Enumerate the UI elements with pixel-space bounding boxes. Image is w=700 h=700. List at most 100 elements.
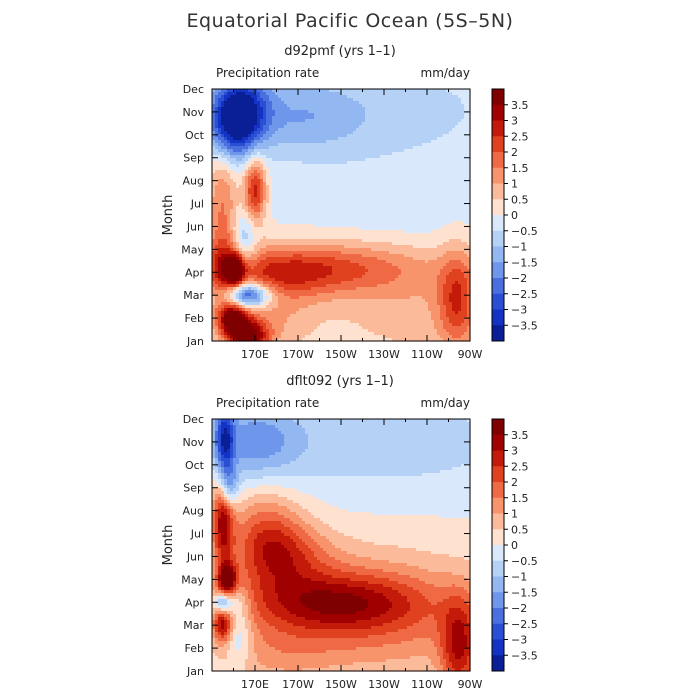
- heatmap-cell: [218, 92, 222, 96]
- heatmap-cell: [230, 176, 234, 180]
- heatmap-cell: [245, 254, 249, 258]
- heatmap-cell: [212, 305, 216, 309]
- heatmap-cell: [239, 275, 243, 279]
- heatmap-cell: [212, 101, 216, 105]
- heatmap-cell: [212, 155, 216, 159]
- heatmap-cell: [245, 149, 249, 153]
- heatmap-cell: [233, 281, 237, 285]
- heatmap-cell: [245, 113, 249, 117]
- heatmap-cell: [212, 308, 216, 312]
- heatmap-cell: [242, 287, 246, 291]
- heatmap-cell: [221, 185, 225, 189]
- heatmap-cell: [215, 284, 219, 288]
- heatmap-cell: [248, 107, 252, 111]
- heatmap-cell: [245, 320, 249, 324]
- heatmap-cell: [236, 131, 240, 135]
- heatmap-cell: [218, 299, 222, 303]
- heatmap-cell: [242, 179, 246, 183]
- heatmap-cell: [230, 308, 234, 312]
- heatmap-cell: [245, 140, 249, 144]
- heatmap-cell: [245, 119, 249, 123]
- heatmap-cell: [227, 164, 231, 168]
- heatmap-cell: [239, 140, 243, 144]
- heatmap-cell: [233, 230, 237, 234]
- heatmap-cell: [224, 173, 228, 177]
- heatmap-cell: [248, 164, 252, 168]
- heatmap-cell: [233, 239, 237, 243]
- heatmap-cell: [239, 188, 243, 192]
- heatmap-cell: [215, 290, 219, 294]
- heatmap-cell: [236, 221, 240, 225]
- heatmap-cell: [242, 302, 246, 306]
- heatmap-cell: [248, 113, 252, 117]
- heatmap-cell: [212, 131, 216, 135]
- heatmap-cell: [233, 236, 237, 240]
- heatmap-cell: [221, 131, 225, 135]
- heatmap-cell: [221, 257, 225, 261]
- heatmap-cell: [236, 329, 240, 333]
- heatmap-cell: [245, 146, 249, 150]
- heatmap-cell: [236, 125, 240, 129]
- heatmap-cell: [212, 299, 216, 303]
- heatmap-cell: [245, 215, 249, 219]
- heatmap-cell: [242, 149, 246, 153]
- heatmap-cell: [215, 269, 219, 273]
- heatmap-cell: [245, 92, 249, 96]
- heatmap-cell: [218, 140, 222, 144]
- heatmap-cell: [233, 101, 237, 105]
- heatmap-cell: [233, 227, 237, 231]
- heatmap-cell: [212, 278, 216, 282]
- heatmap-cell: [218, 287, 222, 291]
- heatmap-cell: [245, 161, 249, 165]
- heatmap-cell: [245, 299, 249, 303]
- heatmap-cell: [218, 221, 222, 225]
- heatmap-cell: [248, 125, 252, 129]
- heatmap-cell: [218, 104, 222, 108]
- heatmap-cell: [245, 98, 249, 102]
- heatmap-cell: [218, 119, 222, 123]
- heatmap-cell: [218, 245, 222, 249]
- heatmap-cell: [239, 287, 243, 291]
- heatmap-cell: [227, 179, 231, 183]
- heatmap-cell: [215, 191, 219, 195]
- heatmap-cell: [212, 188, 216, 192]
- heatmap-cell: [239, 260, 243, 264]
- heatmap-cell: [221, 110, 225, 114]
- heatmap-cell: [215, 257, 219, 261]
- heatmap-cell: [221, 302, 225, 306]
- heatmap-cell: [215, 221, 219, 225]
- heatmap-cell: [224, 128, 228, 132]
- heatmap-cell: [212, 137, 216, 141]
- heatmap-cell: [233, 95, 237, 99]
- heatmap-cell: [242, 182, 246, 186]
- heatmap-cell: [230, 224, 234, 228]
- heatmap-cell: [221, 179, 225, 183]
- heatmap-cell: [236, 287, 240, 291]
- heatmap-cell: [233, 122, 237, 126]
- heatmap-cell: [224, 278, 228, 282]
- heatmap-cell: [242, 116, 246, 120]
- heatmap-cell: [236, 239, 240, 243]
- heatmap-cell: [248, 134, 252, 138]
- heatmap-cell: [239, 200, 243, 204]
- heatmap-cell: [233, 269, 237, 273]
- heatmap-cell: [227, 167, 231, 171]
- heatmap-cell: [224, 290, 228, 294]
- heatmap-cell: [236, 260, 240, 264]
- heatmap-cell: [239, 338, 243, 342]
- heatmap-cell: [242, 101, 246, 105]
- heatmap-cell: [236, 263, 240, 267]
- heatmap-cell: [230, 245, 234, 249]
- heatmap-cell: [230, 137, 234, 141]
- heatmap-cell: [227, 140, 231, 144]
- heatmap-cell: [224, 227, 228, 231]
- heatmap-cell: [239, 269, 243, 273]
- heatmap-cell: [245, 200, 249, 204]
- heatmap-cell: [221, 215, 225, 219]
- heatmap-cell: [239, 110, 243, 114]
- heatmap-cell: [233, 179, 237, 183]
- heatmap-cell: [221, 287, 225, 291]
- heatmap-cell: [230, 206, 234, 210]
- heatmap-cell: [224, 293, 228, 297]
- heatmap-cell: [221, 239, 225, 243]
